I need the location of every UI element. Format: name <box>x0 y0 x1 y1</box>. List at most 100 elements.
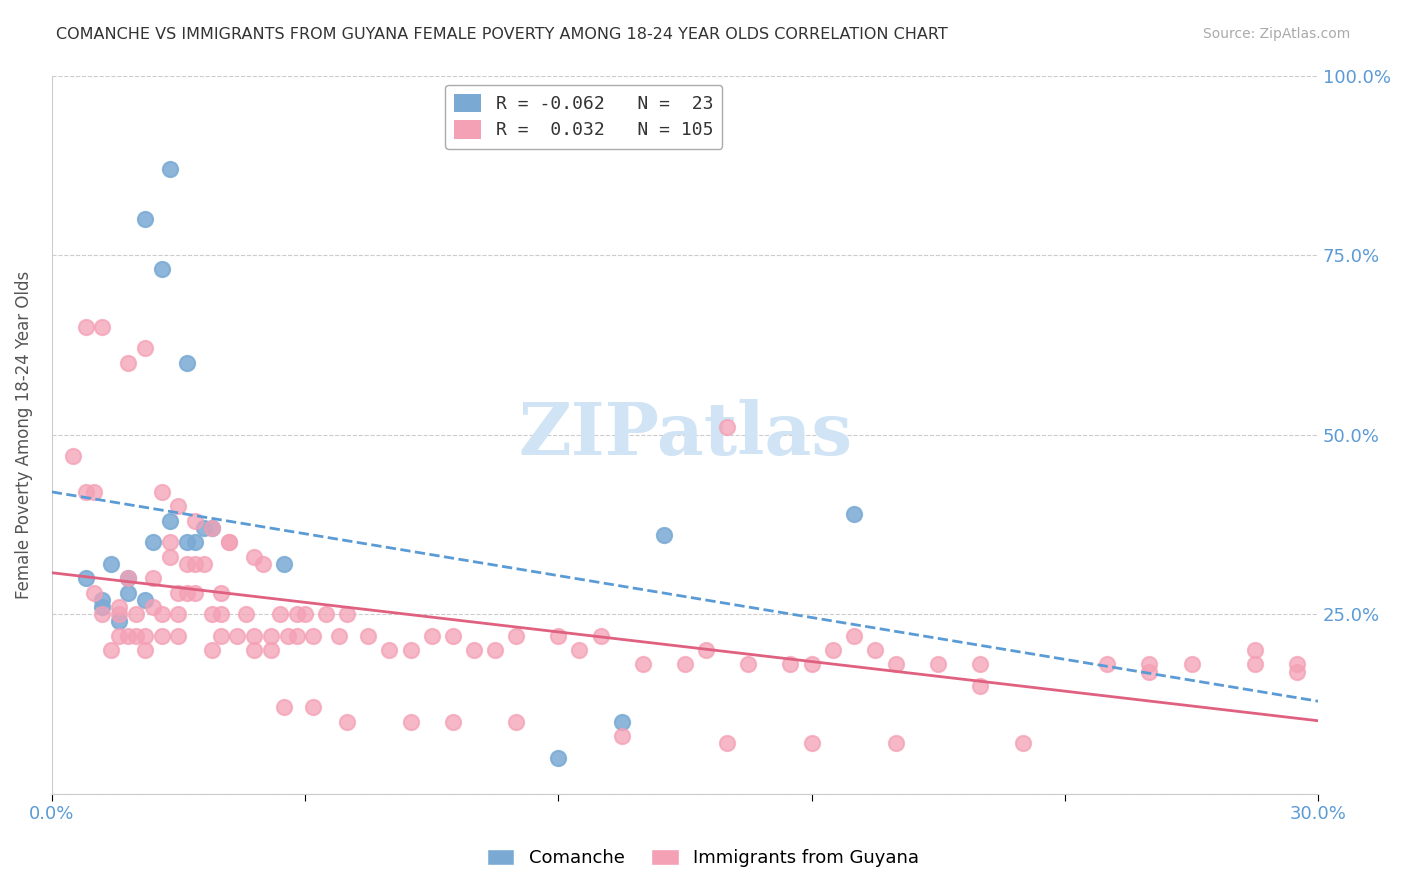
Point <box>673 657 696 672</box>
Point <box>1285 657 1308 672</box>
Point <box>505 714 527 729</box>
Point <box>218 535 240 549</box>
Point <box>243 629 266 643</box>
Point <box>201 521 224 535</box>
Point <box>159 535 181 549</box>
Point <box>779 657 801 672</box>
Point <box>269 607 291 621</box>
Point <box>800 657 823 672</box>
Point <box>243 643 266 657</box>
Point <box>1243 657 1265 672</box>
Point <box>108 607 131 621</box>
Point <box>134 212 156 227</box>
Point <box>142 599 165 614</box>
Point <box>83 485 105 500</box>
Point <box>108 599 131 614</box>
Point <box>842 507 865 521</box>
Point <box>226 629 249 643</box>
Point <box>277 629 299 643</box>
Text: Source: ZipAtlas.com: Source: ZipAtlas.com <box>1202 27 1350 41</box>
Point <box>159 549 181 564</box>
Point <box>884 657 907 672</box>
Y-axis label: Female Poverty Among 18-24 Year Olds: Female Poverty Among 18-24 Year Olds <box>15 270 32 599</box>
Point <box>150 262 173 277</box>
Point <box>610 729 633 743</box>
Point <box>273 557 295 571</box>
Point <box>184 557 207 571</box>
Point <box>117 356 139 370</box>
Point <box>167 629 190 643</box>
Point <box>1137 657 1160 672</box>
Point <box>167 500 190 514</box>
Point <box>1243 643 1265 657</box>
Point <box>328 629 350 643</box>
Point <box>100 557 122 571</box>
Point <box>273 700 295 714</box>
Point <box>209 607 232 621</box>
Point <box>302 700 325 714</box>
Point <box>167 585 190 599</box>
Point <box>610 714 633 729</box>
Point <box>631 657 654 672</box>
Point <box>176 535 198 549</box>
Point <box>83 585 105 599</box>
Point <box>863 643 886 657</box>
Point <box>117 571 139 585</box>
Point <box>336 607 359 621</box>
Point <box>184 535 207 549</box>
Point <box>235 607 257 621</box>
Point <box>260 643 283 657</box>
Point <box>285 629 308 643</box>
Point <box>505 629 527 643</box>
Point <box>336 714 359 729</box>
Point <box>142 571 165 585</box>
Point <box>568 643 591 657</box>
Point <box>150 485 173 500</box>
Point <box>117 571 139 585</box>
Point <box>260 629 283 643</box>
Point <box>1285 665 1308 679</box>
Point <box>218 535 240 549</box>
Point <box>716 736 738 750</box>
Point <box>243 549 266 564</box>
Legend: Comanche, Immigrants from Guyana: Comanche, Immigrants from Guyana <box>479 841 927 874</box>
Point <box>91 319 114 334</box>
Point <box>176 585 198 599</box>
Point <box>134 629 156 643</box>
Point <box>209 629 232 643</box>
Point <box>399 714 422 729</box>
Point <box>117 585 139 599</box>
Point <box>134 592 156 607</box>
Point <box>294 607 316 621</box>
Point <box>800 736 823 750</box>
Point <box>378 643 401 657</box>
Point <box>969 679 991 693</box>
Point <box>652 528 675 542</box>
Point <box>150 629 173 643</box>
Point <box>441 714 464 729</box>
Point <box>209 585 232 599</box>
Point <box>150 607 173 621</box>
Point <box>1180 657 1202 672</box>
Point <box>695 643 717 657</box>
Point <box>62 449 84 463</box>
Point <box>184 585 207 599</box>
Text: ZIPatlas: ZIPatlas <box>517 399 852 470</box>
Point <box>91 592 114 607</box>
Point <box>315 607 337 621</box>
Point <box>91 599 114 614</box>
Point <box>125 629 148 643</box>
Point <box>589 629 612 643</box>
Point <box>1011 736 1033 750</box>
Point <box>75 571 97 585</box>
Point <box>884 736 907 750</box>
Point <box>821 643 844 657</box>
Point <box>842 629 865 643</box>
Point <box>201 521 224 535</box>
Point <box>134 342 156 356</box>
Point <box>75 485 97 500</box>
Text: COMANCHE VS IMMIGRANTS FROM GUYANA FEMALE POVERTY AMONG 18-24 YEAR OLDS CORRELAT: COMANCHE VS IMMIGRANTS FROM GUYANA FEMAL… <box>56 27 948 42</box>
Point <box>969 657 991 672</box>
Point <box>252 557 274 571</box>
Point <box>176 356 198 370</box>
